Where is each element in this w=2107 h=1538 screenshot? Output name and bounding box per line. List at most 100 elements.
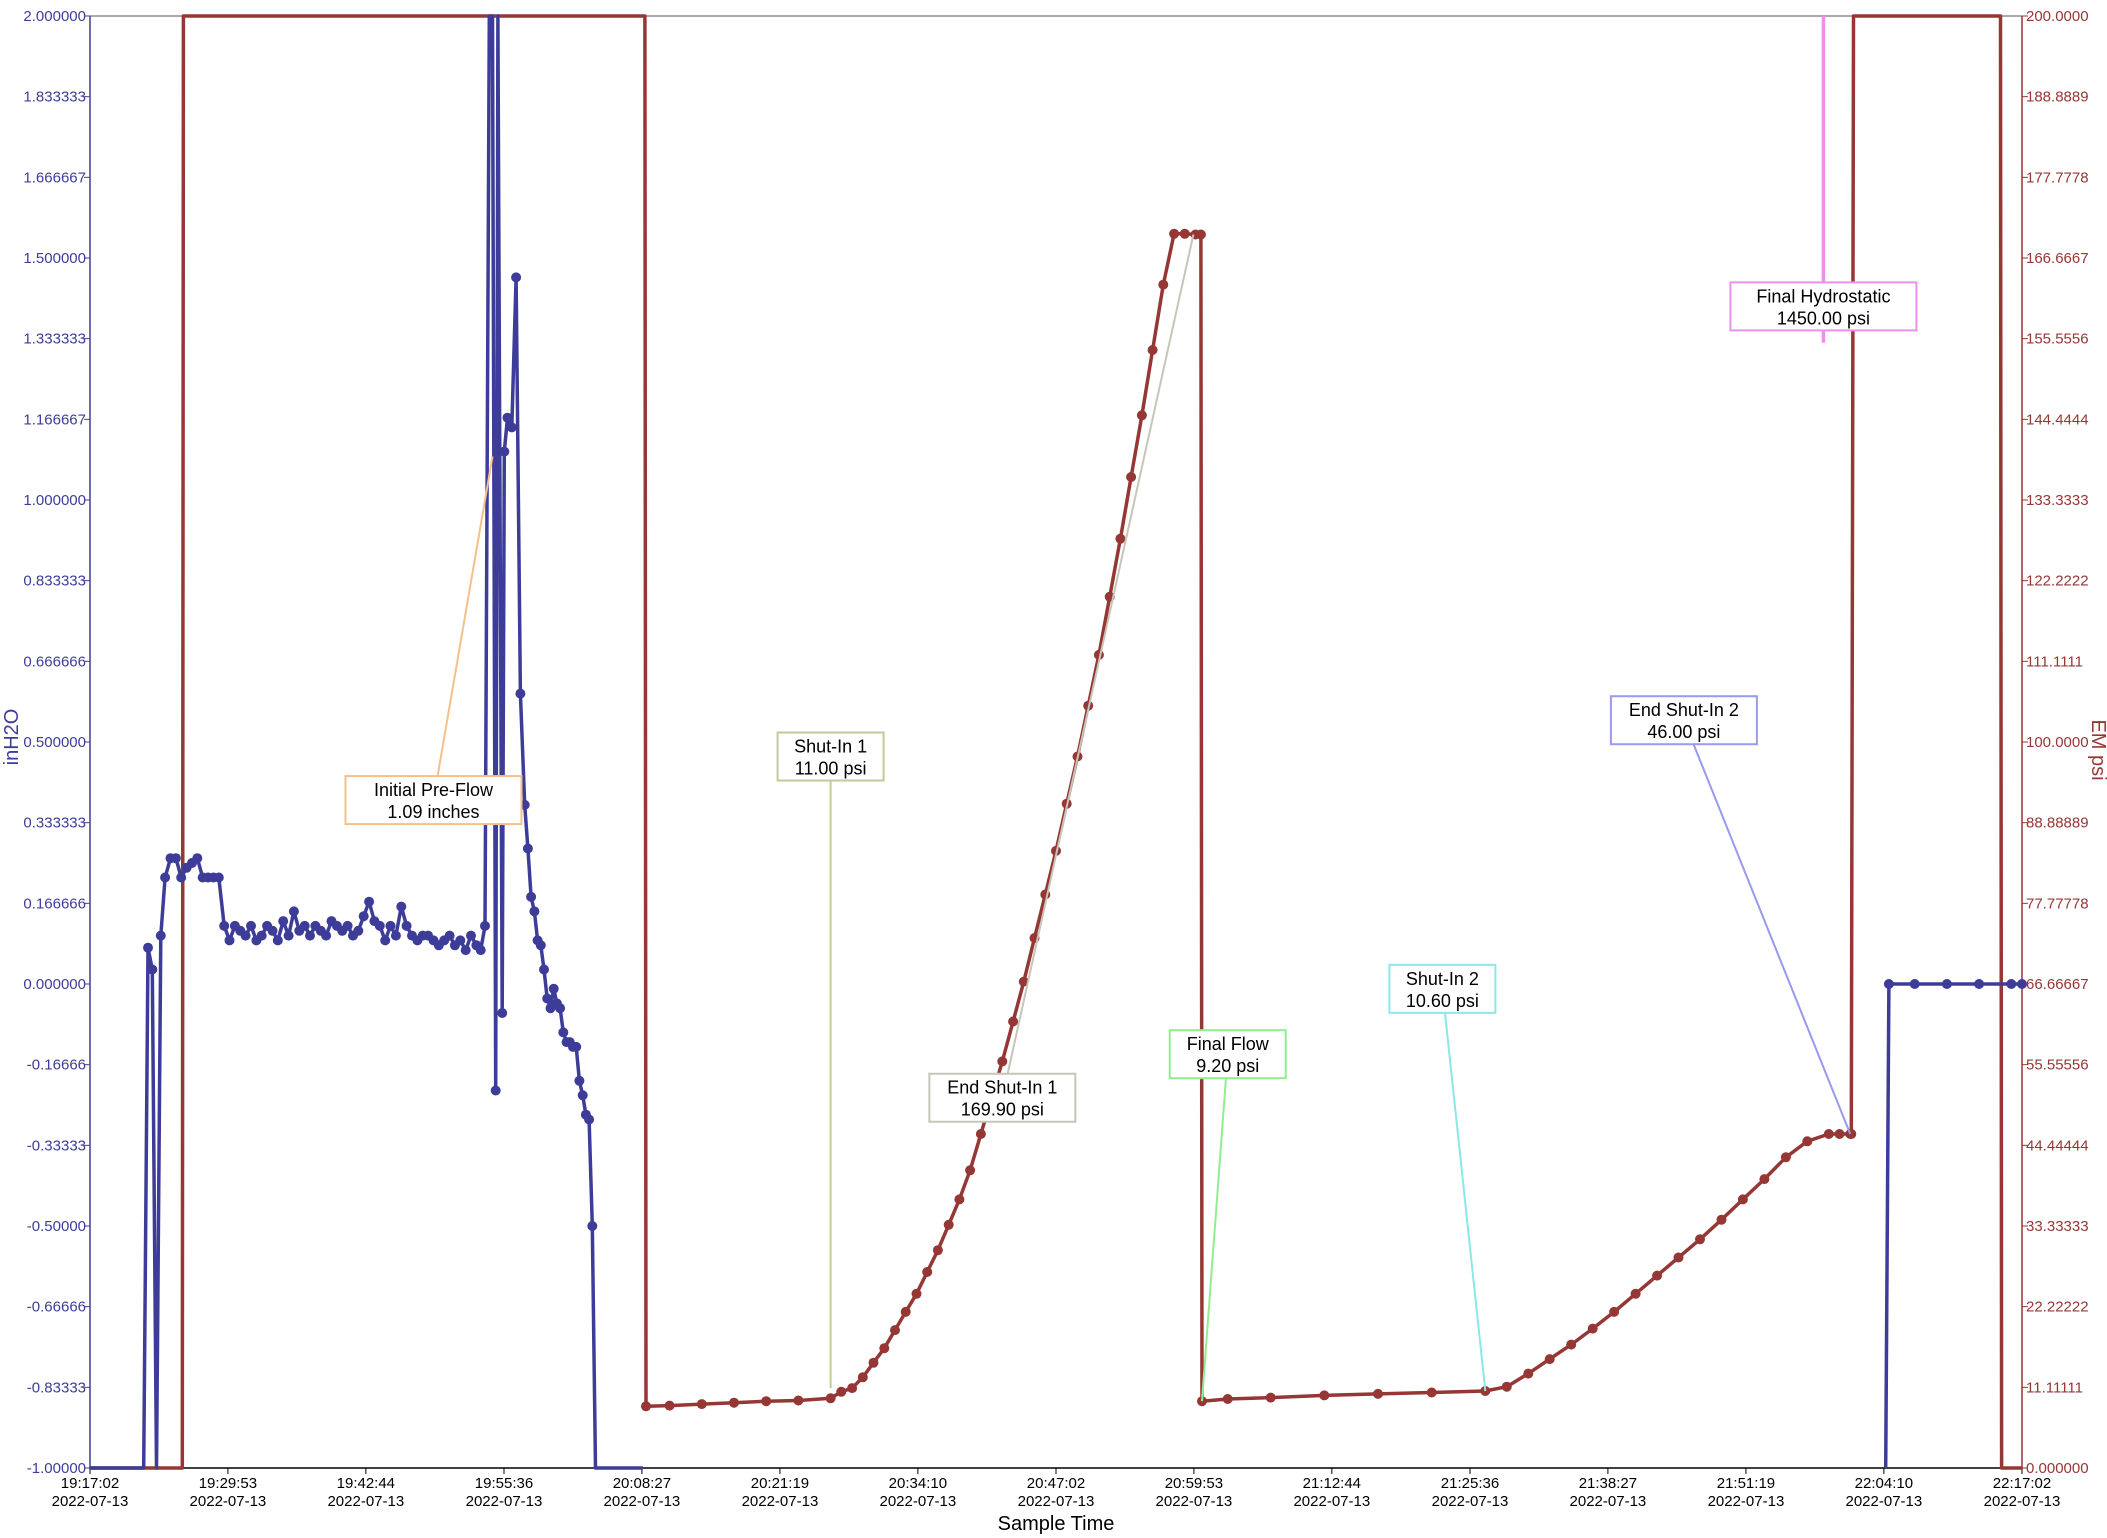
left-tick-label: -0.33333 bbox=[27, 1137, 86, 1154]
inh2o-series-point bbox=[353, 925, 364, 936]
inh2o-series-point bbox=[535, 940, 546, 951]
em-psi-series-point bbox=[1544, 1354, 1555, 1365]
inh2o-series-point bbox=[240, 930, 251, 941]
em-psi-series-point bbox=[1759, 1174, 1770, 1185]
em-psi-series-point bbox=[825, 1393, 836, 1404]
inh2o-series-point bbox=[577, 1090, 588, 1101]
inh2o-series-point bbox=[396, 901, 407, 912]
inh2o-series-point bbox=[455, 935, 466, 946]
x-tick-date-label: 2022-07-13 bbox=[1018, 1493, 1095, 1510]
annotation-label: Final Flow bbox=[1187, 1034, 1270, 1054]
right-tick-label: 177.7778 bbox=[2026, 169, 2089, 186]
inh2o-series-point bbox=[390, 930, 401, 941]
em-psi-series-point bbox=[1566, 1339, 1577, 1350]
annotation-box bbox=[1168, 1029, 1287, 1080]
left-tick-label: -0.50000 bbox=[27, 1218, 86, 1235]
em-psi-series-point bbox=[1265, 1392, 1276, 1403]
em-psi-series-point bbox=[1780, 1152, 1791, 1163]
annotation-box bbox=[928, 1072, 1077, 1123]
right-tick-label: 0.000000 bbox=[2026, 1460, 2089, 1477]
inh2o-series-point bbox=[219, 920, 230, 931]
inh2o-series-tail-point bbox=[2017, 979, 2027, 989]
inh2o-series-point bbox=[170, 853, 181, 864]
inh2o-series-point bbox=[267, 925, 278, 936]
em-psi-series-point bbox=[1716, 1214, 1727, 1225]
inh2o-series-point bbox=[555, 1003, 566, 1014]
inh2o-series-point bbox=[515, 688, 526, 699]
inh2o-series-point bbox=[192, 853, 203, 864]
inh2o-series-point bbox=[380, 935, 391, 946]
em-psi-series-point bbox=[1802, 1136, 1813, 1147]
inh2o-series-point bbox=[444, 930, 455, 941]
right-tick-label: 166.6667 bbox=[2026, 250, 2089, 267]
x-tick-time-label: 20:08:27 bbox=[613, 1475, 671, 1492]
left-tick-label: 0.833333 bbox=[23, 573, 86, 590]
x-tick-date-label: 2022-07-13 bbox=[1570, 1493, 1647, 1510]
right-tick-label: 133.3333 bbox=[2026, 492, 2089, 509]
em-psi-series-point bbox=[900, 1306, 911, 1317]
inh2o-series-tail-point bbox=[2006, 979, 2017, 989]
inh2o-series-point bbox=[502, 412, 513, 423]
left-tick-label: -1.00000 bbox=[27, 1460, 86, 1477]
inh2o-series-point bbox=[499, 446, 510, 457]
em-psi-series-point bbox=[922, 1267, 933, 1277]
inh2o-series-point bbox=[321, 930, 332, 941]
inh2o-series-point bbox=[278, 916, 289, 927]
right-tick-label: 144.4444 bbox=[2026, 411, 2089, 428]
x-tick-time-label: 20:21:19 bbox=[751, 1475, 809, 1492]
x-tick-date-label: 2022-07-13 bbox=[879, 1493, 956, 1510]
em-psi-series-point bbox=[1195, 229, 1206, 240]
inh2o-series-point bbox=[466, 930, 476, 941]
annotation-value: 46.00 psi bbox=[1647, 722, 1720, 742]
em-psi-series-point bbox=[1695, 1234, 1705, 1245]
em-psi-series-point bbox=[1673, 1252, 1684, 1263]
em-psi-series-point bbox=[1587, 1323, 1598, 1334]
x-tick-date-label: 2022-07-13 bbox=[742, 1493, 819, 1510]
inh2o-series-point bbox=[497, 1008, 508, 1018]
left-tick-label: 1.500000 bbox=[23, 250, 86, 267]
annotation-value: 10.60 psi bbox=[1406, 991, 1479, 1011]
right-tick-label: 22.22222 bbox=[2026, 1299, 2089, 1316]
inh2o-series-point bbox=[539, 964, 549, 975]
em-psi-series-point bbox=[911, 1288, 922, 1299]
left-tick-label: 1.000000 bbox=[23, 492, 86, 509]
em-psi-series-point bbox=[836, 1386, 847, 1397]
em-psi-series-point bbox=[793, 1395, 804, 1406]
inh2o-series-point bbox=[155, 930, 166, 941]
inh2o-series-point bbox=[475, 945, 486, 956]
right-axis-title: EM psi bbox=[2087, 719, 2107, 780]
inh2o-series-point bbox=[522, 843, 533, 854]
inh2o-series-point bbox=[480, 920, 490, 931]
inh2o-series-point bbox=[584, 1114, 595, 1125]
annotation-label: Final Hydrostatic bbox=[1756, 286, 1890, 306]
em-psi-series-point bbox=[1523, 1368, 1534, 1379]
annotation-label: End Shut-In 2 bbox=[1629, 700, 1739, 720]
em-psi-series-point bbox=[1501, 1381, 1512, 1392]
x-tick-date-label: 2022-07-13 bbox=[1984, 1493, 2061, 1510]
em-psi-series-point bbox=[1169, 228, 1180, 239]
right-tick-label: 200.0000 bbox=[2026, 8, 2089, 25]
x-axis: 19:17:022022-07-1319:29:532022-07-1319:4… bbox=[52, 1468, 2061, 1510]
annotation-leader-line bbox=[1441, 988, 1487, 1392]
x-tick-time-label: 20:59:53 bbox=[1165, 1475, 1223, 1492]
left-tick-label: 0.666666 bbox=[23, 653, 86, 670]
x-axis-title: Sample Time bbox=[998, 1513, 1115, 1535]
inh2o-series-point bbox=[548, 983, 559, 994]
x-tick-date-label: 2022-07-13 bbox=[1156, 1493, 1233, 1510]
inh2o-series-point bbox=[147, 964, 158, 975]
annotation-label: Shut-In 2 bbox=[1406, 969, 1479, 989]
x-tick-time-label: 19:55:36 bbox=[475, 1475, 533, 1492]
annotation-leader-line bbox=[432, 456, 494, 801]
em-psi-series-point bbox=[868, 1357, 879, 1368]
inh2o-series-tail-point bbox=[1883, 979, 1894, 989]
inh2o-series-point bbox=[358, 911, 369, 922]
right-tick-label: 100.0000 bbox=[2026, 734, 2089, 751]
left-tick-label: 1.666667 bbox=[23, 169, 86, 186]
x-tick-date-label: 2022-07-13 bbox=[52, 1493, 129, 1510]
x-tick-time-label: 19:42:44 bbox=[337, 1475, 395, 1492]
x-tick-time-label: 21:12:44 bbox=[1303, 1475, 1361, 1492]
em-psi-series-point bbox=[965, 1165, 976, 1176]
annotation-value: 11.00 psi bbox=[795, 759, 867, 779]
em-psi-series-point bbox=[943, 1219, 954, 1230]
